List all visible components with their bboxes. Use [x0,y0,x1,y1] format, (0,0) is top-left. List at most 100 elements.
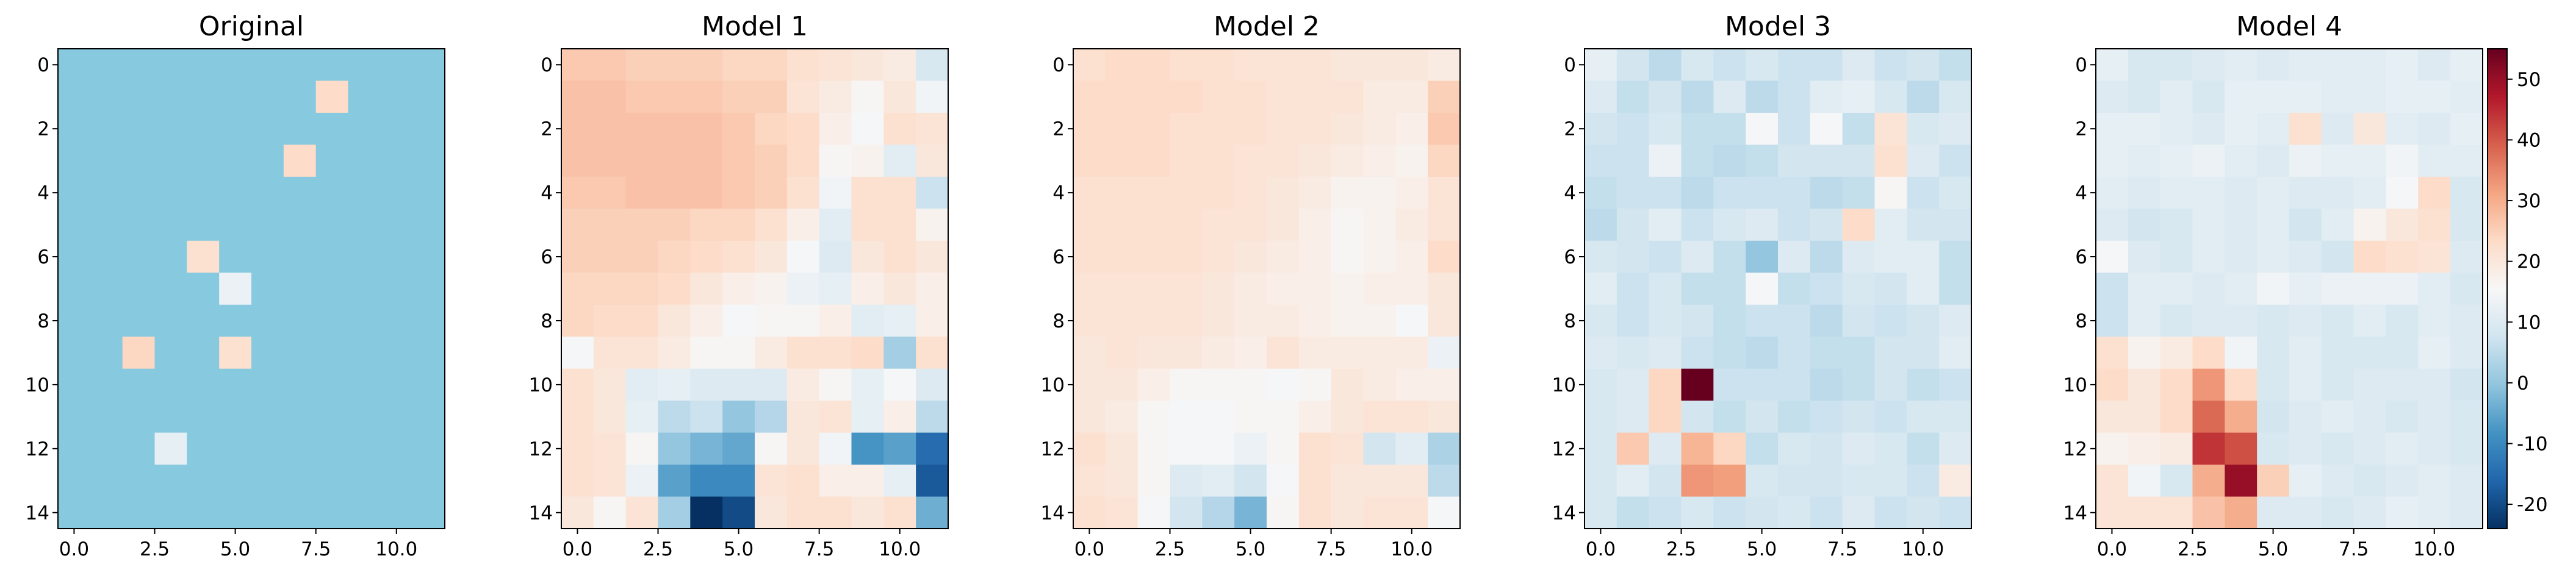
heatmap-cell [1234,304,1267,337]
heatmap-cell [380,80,413,113]
heatmap-cell [1746,144,1779,177]
heatmap-cell [1363,209,1396,241]
heatmap-cell [1073,49,1106,82]
heatmap-cell [315,240,349,273]
heatmap-cell [2192,112,2225,145]
heatmap-cell [219,337,252,369]
heatmap-cell [1939,496,1972,529]
heatmap-cell [380,304,413,337]
heatmap-cell [1170,304,1203,337]
heatmap-cell [786,432,820,465]
heatmap-cell [251,176,284,209]
heatmap-cell [1331,368,1364,401]
heatmap-cell [1298,112,1332,145]
heatmap-cell [593,432,627,465]
heatmap-cell [1298,432,1332,465]
heatmap-cell [283,112,317,145]
heatmap-cell [722,465,755,498]
heatmap-cell [755,304,788,337]
heatmap-cell [2289,401,2322,434]
heatmap-cell [851,49,884,82]
heatmap-cell [1713,465,1746,498]
heatmap-cell [154,144,187,177]
heatmap-cell [2321,273,2355,305]
heatmap-cell [1746,80,1779,113]
heatmap-cell [851,401,884,434]
heatmap-cell [1428,176,1461,209]
heatmap-cell [219,401,252,434]
heatmap-cell [2192,144,2225,177]
heatmap-cell [412,273,445,305]
heatmap-cell [1298,496,1332,529]
heatmap-cell [1170,112,1203,145]
heatmap-cell [593,304,627,337]
heatmap-cell [786,368,820,401]
heatmap-cell [1649,401,1682,434]
heatmap-cell [2192,240,2225,273]
heatmap-panel: Model 2 0.0 2.5 5.0 7.5 10.0 0 2 4 6 8 10 12 14 [1041,11,1461,560]
heatmap-cell [1778,144,1811,177]
heatmap-cell [2321,337,2355,369]
y-tick-label: 10 [1552,374,1576,396]
y-tick-label: 0 [37,54,49,76]
heatmap-cell [1778,337,1811,369]
heatmap-cell [2096,368,2129,401]
heatmap-cell [625,337,659,369]
heatmap-cell [58,240,91,273]
heatmap-cell [219,496,252,529]
heatmap-cell [1649,432,1682,465]
heatmap-cell [1616,432,1650,465]
heatmap-cell [1649,496,1682,529]
heatmap-cell [1907,49,1940,82]
heatmap-cell [2225,144,2258,177]
heatmap-cell [1616,496,1650,529]
heatmap-cell [1585,432,1617,465]
heatmap-cell [1202,49,1235,82]
heatmap-cell [2418,240,2451,273]
heatmap-cell [2160,401,2193,434]
heatmap-cell [2321,209,2355,241]
heatmap-cell [2128,401,2161,434]
heatmap-cell [883,209,916,241]
heatmap-cell [1331,240,1364,273]
heatmap-cell [1105,432,1139,465]
heatmap-cell [755,273,788,305]
heatmap-cell [690,273,723,305]
heatmap-cell [786,401,820,434]
heatmap-cell [2225,209,2258,241]
heatmap-cell [58,432,91,465]
heatmap-cell [2321,240,2355,273]
heatmap-cell [1428,465,1461,498]
heatmap-cell [1298,368,1332,401]
heatmap-cell [251,209,284,241]
heatmap-cell [2160,176,2193,209]
heatmap-cell [1842,49,1876,82]
heatmap-cell [722,80,755,113]
heatmap-cell [851,432,884,465]
heatmap-cell [348,401,381,434]
heatmap-cell [2321,112,2355,145]
heatmap-cell [1298,209,1332,241]
heatmap-cell [883,304,916,337]
heatmap-cell [1137,432,1171,465]
heatmap-cell [2225,496,2258,529]
heatmap-cell [2418,273,2451,305]
heatmap-cell [1616,273,1650,305]
heatmap-cell [2257,240,2290,273]
heatmap-cell [58,401,91,434]
heatmap-cell [1907,112,1940,145]
heatmap-cell [1428,337,1461,369]
heatmap-cell [2289,80,2322,113]
heatmap-cell [2386,465,2419,498]
heatmap-cell [625,144,659,177]
heatmap-cell [593,49,627,82]
heatmap-cell [2225,273,2258,305]
heatmap-cell [1585,496,1617,529]
heatmap-cell [1202,176,1235,209]
y-tick-label: 0 [1052,54,1065,76]
heatmap-cell [90,240,123,273]
heatmap-cell [1234,49,1267,82]
heatmap-cell [1616,240,1650,273]
heatmap-cell [1907,209,1940,241]
heatmap-cell [1428,80,1461,113]
